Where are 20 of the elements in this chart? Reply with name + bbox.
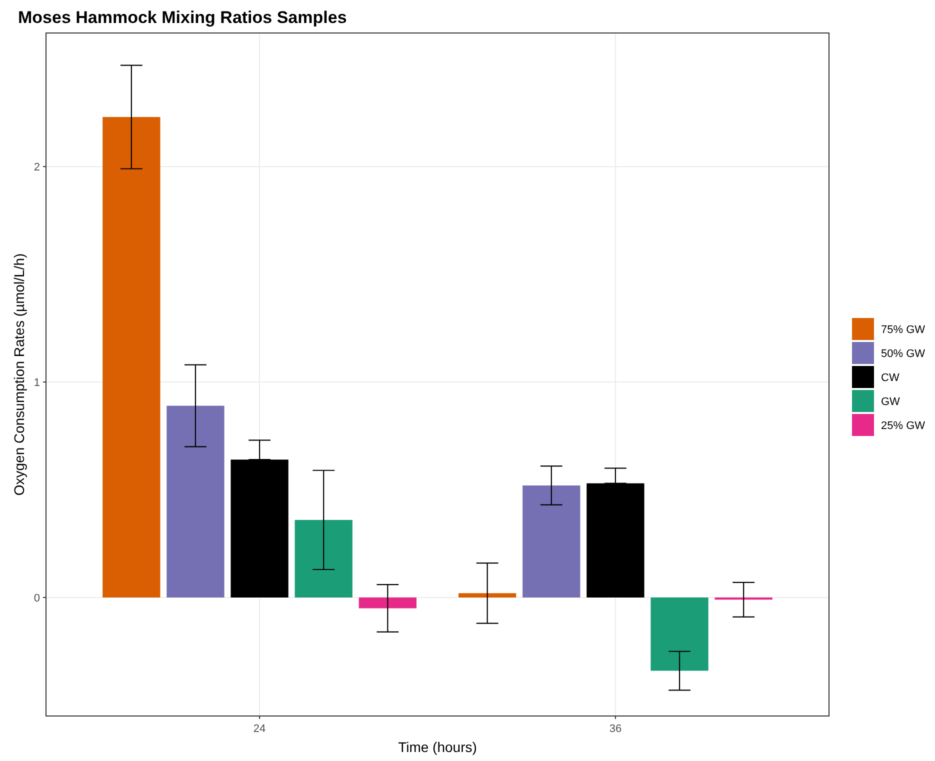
y-axis-title: Oxygen Consumption Rates (µmol/L/h) bbox=[11, 253, 27, 496]
legend-label: 25% GW bbox=[881, 420, 926, 432]
legend-label: 50% GW bbox=[881, 348, 926, 360]
bar bbox=[650, 598, 708, 671]
bar bbox=[102, 117, 160, 598]
x-tick-label: 36 bbox=[609, 723, 622, 735]
y-tick-label: 0 bbox=[34, 592, 40, 604]
y-tick-label: 1 bbox=[34, 376, 40, 389]
bar bbox=[294, 520, 352, 598]
legend-label: GW bbox=[881, 396, 901, 408]
bar bbox=[166, 406, 224, 598]
legend-label: CW bbox=[881, 372, 900, 384]
bar bbox=[458, 593, 516, 598]
bar bbox=[522, 485, 580, 598]
bar bbox=[358, 598, 416, 608]
x-axis-title: Time (hours) bbox=[398, 739, 477, 755]
chart-title: Moses Hammock Mixing Ratios Samples bbox=[18, 8, 347, 27]
y-tick-label: 2 bbox=[34, 161, 40, 174]
x-tick-label: 24 bbox=[253, 723, 266, 735]
legend-label: 75% GW bbox=[881, 324, 926, 336]
